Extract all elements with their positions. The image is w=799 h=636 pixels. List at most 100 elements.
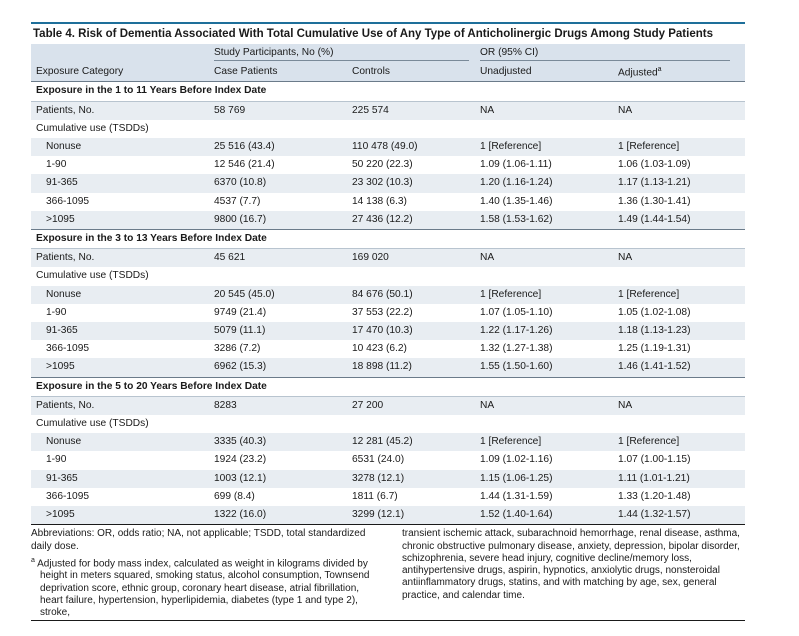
table-cell: 1.09 (1.02-1.16) xyxy=(475,451,613,470)
section-heading: Exposure in the 1 to 11 Years Before Ind… xyxy=(31,81,745,102)
table-cell: 84 676 (50.1) xyxy=(347,285,475,304)
cumulative-use-label: Cumulative use (TSDDs) xyxy=(31,267,745,286)
table-cell: 1.32 (1.27-1.38) xyxy=(475,340,613,359)
patients-row: Patients, No. 8283 27 200 NA NA xyxy=(31,395,745,416)
table-cell: 1 [Reference] xyxy=(475,138,613,157)
footnotes-left-column: Abbreviations: OR, odds ratio; NA, not a… xyxy=(31,528,383,619)
abbreviations-note: Abbreviations: OR, odds ratio; NA, not a… xyxy=(31,528,366,552)
table-row: 91-365 5079 (11.1) 17 470 (10.3) 1.22 (1.17… xyxy=(31,322,745,341)
table-cell: 1.07 (1.00-1.15) xyxy=(613,451,745,470)
table-cell: 37 553 (22.2) xyxy=(347,303,475,323)
table-cell: 12 546 (21.4) xyxy=(209,156,347,175)
table-cell: 1.52 (1.40-1.64) xyxy=(475,506,613,525)
footnote-marker: a xyxy=(657,66,662,73)
cumulative-use-label: Cumulative use (TSDDs) xyxy=(31,119,745,138)
table-cell: 1.11 (1.01-1.21) xyxy=(613,469,745,488)
table-cell: NA xyxy=(613,395,745,416)
header-column-row: Exposure Category Case Patients Controls… xyxy=(31,61,745,82)
adjustment-note: a Adjusted for body mass index, calculat… xyxy=(31,556,370,619)
table-cell: NA xyxy=(613,248,745,268)
header-unadjusted: Unadjusted xyxy=(475,61,613,82)
table-cell: 1 [Reference] xyxy=(613,433,745,452)
table-cell: 45 621 xyxy=(209,248,347,268)
row-category: Nonuse xyxy=(31,138,209,157)
cumulative-use-row: Cumulative use (TSDDs) xyxy=(31,119,745,138)
patients-row: Patients, No. 45 621 169 020 NA NA xyxy=(31,248,745,268)
table-cell: 25 516 (43.4) xyxy=(209,138,347,157)
table-cell: 10 423 (6.2) xyxy=(347,340,475,359)
row-category: 366-1095 xyxy=(31,192,209,211)
table-row: 1-90 1924 (23.2) 6531 (24.0) 1.09 (1.02-1.1… xyxy=(31,451,745,470)
table-cell: 1811 (6.7) xyxy=(347,487,475,507)
row-category: >1095 xyxy=(31,506,209,525)
table-row: 366-1095 3286 (7.2) 10 423 (6.2) 1.32 (1.27… xyxy=(31,340,745,359)
table-cell: 1.33 (1.20-1.48) xyxy=(613,487,745,507)
table-row: >1095 1322 (16.0) 3299 (12.1) 1.52 (1.40-1.… xyxy=(31,506,745,525)
table-cell: 1 [Reference] xyxy=(475,433,613,452)
table-cell: 1.18 (1.13-1.23) xyxy=(613,322,745,341)
table-cell: 3278 (12.1) xyxy=(347,469,475,488)
row-category: 366-1095 xyxy=(31,340,209,359)
header-case-patients: Case Patients xyxy=(209,61,347,82)
table-cell: 1924 (23.2) xyxy=(209,451,347,470)
header-group-participants: Study Participants, No (%) xyxy=(214,46,469,61)
table-cell: 9800 (16.7) xyxy=(209,210,347,230)
table-cell: 1.15 (1.06-1.25) xyxy=(475,469,613,488)
table-row: 366-1095 4537 (7.7) 14 138 (6.3) 1.40 (1.35… xyxy=(31,192,745,211)
table-cell: 6370 (10.8) xyxy=(209,174,347,193)
table-row: >1095 6962 (15.3) 18 898 (11.2) 1.55 (1.50-… xyxy=(31,358,745,378)
table-cell: 1 [Reference] xyxy=(613,285,745,304)
row-category: >1095 xyxy=(31,210,209,230)
header-adjusted: Adjusteda xyxy=(613,61,745,82)
table-cell: 6962 (15.3) xyxy=(209,358,347,378)
table-cell: 1.07 (1.05-1.10) xyxy=(475,303,613,323)
table-cell: 110 478 (49.0) xyxy=(347,138,475,157)
table-row: 91-365 1003 (12.1) 3278 (12.1) 1.15 (1.06-1… xyxy=(31,469,745,488)
table-cell: 1.25 (1.19-1.31) xyxy=(613,340,745,359)
table-cell: 1.22 (1.17-1.26) xyxy=(475,322,613,341)
cumulative-use-label: Cumulative use (TSDDs) xyxy=(31,415,745,434)
table-cell: 1.20 (1.16-1.24) xyxy=(475,174,613,193)
adjustment-note-continued: transient ischemic attack, subarachnoid … xyxy=(402,528,740,601)
table-cell: 1.05 (1.02-1.08) xyxy=(613,303,745,323)
table-cell: 1.46 (1.41-1.52) xyxy=(613,358,745,378)
table-row: 366-1095 699 (8.4) 1811 (6.7) 1.44 (1.31-1.… xyxy=(31,487,745,507)
table-cell: 225 574 xyxy=(347,100,475,120)
table-cell: 1.55 (1.50-1.60) xyxy=(475,358,613,378)
table-cell: NA xyxy=(475,248,613,268)
table-cell: 6531 (24.0) xyxy=(347,451,475,470)
row-category: 91-365 xyxy=(31,469,209,488)
section-heading: Exposure in the 3 to 13 Years Before Ind… xyxy=(31,229,745,249)
row-category: Nonuse xyxy=(31,433,209,452)
table-cell: NA xyxy=(475,395,613,416)
table-cell: 1.44 (1.32-1.57) xyxy=(613,506,745,525)
table-cell: 18 898 (11.2) xyxy=(347,358,475,378)
table-cell: 20 545 (45.0) xyxy=(209,285,347,304)
table-row: Nonuse 25 516 (43.4) 110 478 (49.0) 1 [Refe… xyxy=(31,138,745,157)
table-cell: 12 281 (45.2) xyxy=(347,433,475,452)
page-bottom-rule xyxy=(31,620,745,621)
table-row: >1095 9800 (16.7) 27 436 (12.2) 1.58 (1.53-… xyxy=(31,210,745,230)
table-row: 1-90 12 546 (21.4) 50 220 (22.3) 1.09 (1.06… xyxy=(31,156,745,175)
table-cell: 1.06 (1.03-1.09) xyxy=(613,156,745,175)
cumulative-use-row: Cumulative use (TSDDs) xyxy=(31,267,745,286)
table-cell: Patients, No. xyxy=(31,395,209,416)
table-cell: 17 470 (10.3) xyxy=(347,322,475,341)
table-cell: 50 220 (22.3) xyxy=(347,156,475,175)
table-cell: 3286 (7.2) xyxy=(209,340,347,359)
table-cell: 1 [Reference] xyxy=(613,138,745,157)
table-cell: 5079 (11.1) xyxy=(209,322,347,341)
patients-row: Patients, No. 58 769 225 574 NA NA xyxy=(31,100,745,120)
header-exposure-category: Exposure Category xyxy=(31,61,209,82)
section-heading-row: Exposure in the 3 to 13 Years Before Ind… xyxy=(31,229,745,249)
table-cell: 1322 (16.0) xyxy=(209,506,347,525)
table-cell: 1 [Reference] xyxy=(475,285,613,304)
header-controls: Controls xyxy=(347,61,475,82)
section-heading: Exposure in the 5 to 20 Years Before Ind… xyxy=(31,376,745,397)
table-cell: 1.17 (1.13-1.21) xyxy=(613,174,745,193)
top-rule xyxy=(31,22,745,24)
table-cell: 3299 (12.1) xyxy=(347,506,475,525)
table-cell: 1.40 (1.35-1.46) xyxy=(475,192,613,211)
table-cell: 23 302 (10.3) xyxy=(347,174,475,193)
table-cell: 1.58 (1.53-1.62) xyxy=(475,210,613,230)
